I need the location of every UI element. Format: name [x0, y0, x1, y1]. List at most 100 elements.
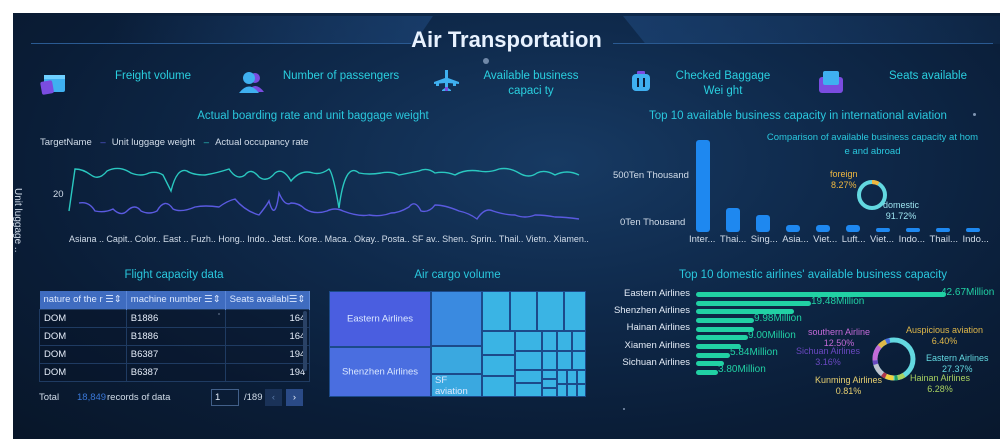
hbar[interactable]: [696, 335, 748, 340]
bar-value: 42.67Million: [941, 287, 995, 298]
legend-occupancy-rate[interactable]: Actual occupancy rate: [215, 137, 309, 148]
treemap-cell[interactable]: [515, 383, 542, 397]
column-header-machine-number[interactable]: machine number ☰⇕: [126, 291, 226, 309]
treemap-cell[interactable]: [542, 370, 557, 379]
treemap-cell[interactable]: [557, 370, 567, 384]
line-chart-xaxis: Asiana .. Capit.. Color.. East .. Fuzh..…: [69, 234, 589, 244]
treemap-cell-eastern[interactable]: Eastern Airlines: [329, 291, 431, 347]
hbar[interactable]: [696, 353, 730, 358]
bar[interactable]: [696, 140, 710, 232]
donut-label-domestic: domestic 91.72%: [883, 200, 920, 221]
hbar[interactable]: [696, 318, 754, 323]
treemap-cell[interactable]: [482, 291, 510, 331]
treemap-cell[interactable]: [567, 384, 577, 397]
occupancy-rate-line: [68, 167, 580, 212]
line-chart-title: Actual boarding rate and unit baggage we…: [197, 110, 429, 122]
kpi-business-capacity: Available business capaci ty: [483, 70, 579, 97]
sort-icon[interactable]: ☰⇕: [288, 294, 306, 306]
treemap-cell[interactable]: [515, 370, 542, 383]
next-page-button[interactable]: ›: [286, 389, 303, 406]
treemap-cell[interactable]: [537, 291, 564, 331]
x-tick: Shen..: [442, 234, 469, 244]
treemap-cell[interactable]: [557, 384, 567, 397]
treemap-cell[interactable]: [564, 291, 586, 331]
bar[interactable]: [726, 208, 740, 232]
line-chart-legend: TargetName – Unit luggage weight – Actual …: [40, 137, 315, 148]
page-input[interactable]: [211, 389, 239, 406]
treemap-cell[interactable]: [431, 291, 482, 346]
bar-value: 9.98Million: [754, 313, 802, 324]
bar[interactable]: [876, 228, 890, 232]
treemap-cell[interactable]: [572, 331, 586, 351]
intl-chart-xaxis: Inter... Thai... Sing... Asia... Viet...…: [689, 234, 989, 245]
x-tick: East ..: [163, 234, 189, 244]
y-tick: Shenzhen Airlines: [613, 305, 690, 316]
flight-capacity-table: nature of the r ☰⇕ machine number ☰⇕ Sea…: [39, 291, 311, 382]
intl-ytick-0: 0Ten Thousand: [620, 217, 686, 228]
legend-dash-icon: –: [100, 137, 106, 148]
treemap-cell[interactable]: [482, 331, 515, 355]
sort-icon[interactable]: ☰⇕: [102, 294, 122, 306]
donut-label-eastern: Eastern Airlines 27.37%: [926, 353, 989, 374]
treemap-cell[interactable]: [515, 351, 542, 370]
bar[interactable]: [816, 225, 830, 232]
treemap-cell[interactable]: [542, 379, 557, 388]
treemap-cell[interactable]: [482, 376, 515, 397]
table-row[interactable]: DOM B1886 164: [39, 308, 311, 328]
prev-page-button[interactable]: ‹: [265, 389, 282, 406]
treemap-cell[interactable]: [482, 355, 515, 376]
legend-unit-luggage[interactable]: Unit luggage weight: [111, 137, 196, 148]
treemap-cell[interactable]: [567, 370, 577, 384]
hbar[interactable]: [696, 361, 724, 366]
bar[interactable]: [966, 228, 980, 232]
treemap-cell-shenzhen[interactable]: Shenzhen Airlines: [329, 347, 431, 397]
kpi-passengers: Number of passengers: [282, 70, 400, 82]
treemap-cell[interactable]: [577, 370, 586, 384]
x-tick: Thail..: [498, 234, 524, 244]
table-row[interactable]: DOM B6387 194: [39, 362, 311, 382]
x-tick: Vietn..: [525, 234, 552, 244]
records-label: records of data: [107, 392, 171, 403]
bar[interactable]: [786, 225, 800, 232]
bar[interactable]: [846, 225, 860, 232]
line-chart-ylabel: Unit luggage ..: [13, 188, 23, 253]
treemap-cell[interactable]: [572, 351, 586, 370]
x-tick: Thail...: [929, 234, 958, 245]
treemap-cell[interactable]: [431, 346, 482, 374]
treemap-cell[interactable]: [557, 331, 572, 351]
sort-icon[interactable]: ☰⇕: [201, 294, 221, 306]
treemap-cell[interactable]: [515, 331, 542, 351]
title-banner-left: [113, 16, 433, 44]
treemap-cell[interactable]: [542, 331, 557, 351]
bar[interactable]: [936, 228, 950, 232]
kpi-checked-baggage: Checked Baggage Wei ght: [675, 70, 771, 97]
bar[interactable]: [906, 228, 920, 232]
treemap-cell[interactable]: [510, 291, 537, 331]
column-header-nature[interactable]: nature of the r ☰⇕: [39, 291, 127, 309]
table-row[interactable]: DOM B1886 164: [39, 326, 311, 346]
dashboard: Air Transportation Freight volume Number…: [13, 13, 1000, 439]
treemap-cell[interactable]: [577, 384, 586, 397]
hbar[interactable]: [696, 301, 811, 306]
hbar[interactable]: [696, 370, 718, 375]
legend-title: TargetName: [40, 137, 92, 148]
line-chart-ytick: 20: [53, 189, 64, 200]
x-tick: Hong..: [218, 234, 245, 244]
bar[interactable]: [756, 215, 770, 232]
y-tick: Sichuan Airlines: [622, 357, 690, 368]
x-tick: Okay..: [353, 234, 380, 244]
treemap-cell-sf[interactable]: SF aviation: [431, 374, 482, 397]
table-row[interactable]: DOM B6387 194: [39, 344, 311, 364]
hbar[interactable]: [696, 327, 754, 332]
treemap-cell[interactable]: [542, 351, 557, 370]
hbar[interactable]: [696, 344, 741, 349]
hbar[interactable]: [696, 309, 794, 314]
column-header-seats[interactable]: Seats availabl☰⇕: [225, 291, 311, 309]
hbar[interactable]: [696, 292, 946, 297]
page-title: Air Transportation: [411, 27, 602, 52]
intl-chart-title: Top 10 available business capacity in in…: [649, 110, 947, 122]
treemap-cell[interactable]: [542, 388, 557, 397]
table-scrollbar[interactable]: [303, 311, 307, 371]
kpi-seats-available: Seats available: [889, 70, 967, 82]
treemap-cell[interactable]: [557, 351, 572, 370]
